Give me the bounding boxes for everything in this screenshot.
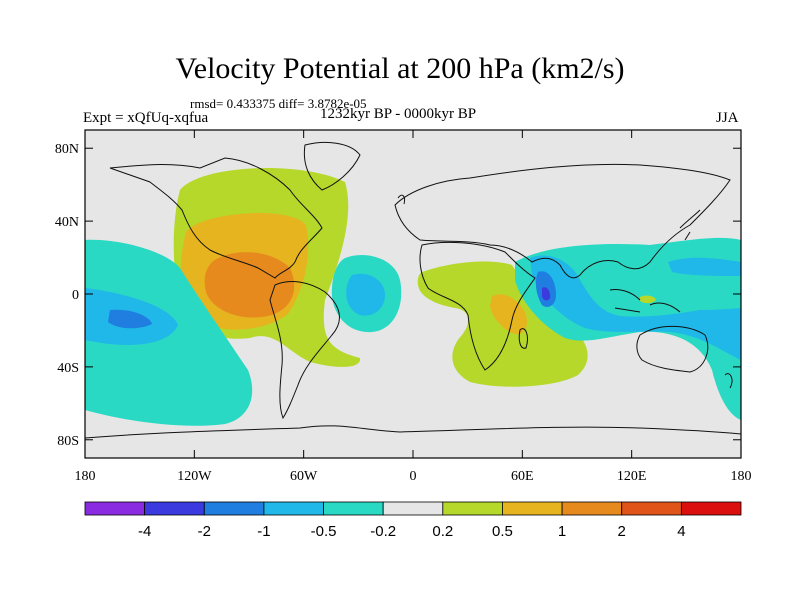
coast-north-america bbox=[109, 157, 323, 279]
coast-australia bbox=[636, 325, 709, 373]
experiment-label: Expt = xQfUq-xqfua bbox=[83, 110, 209, 126]
lat-tick-label: 0 bbox=[72, 288, 79, 303]
colorbar-swatch bbox=[442, 501, 503, 516]
contour-atlantic-neg-mid bbox=[346, 273, 385, 316]
longitude-axis: 180 120W 60W 0 60E 120E 180 bbox=[75, 130, 752, 484]
colorbar-swatch bbox=[502, 501, 563, 516]
lat-tick-label: 40N bbox=[55, 215, 79, 230]
colorbar-swatch bbox=[680, 501, 742, 516]
colorbar-label: 0.5 bbox=[492, 523, 513, 540]
time-range-label: 1232kyr BP - 0000kyr BP bbox=[320, 106, 477, 122]
lon-tick-label: 60E bbox=[511, 469, 534, 484]
coast-greenland bbox=[303, 142, 361, 191]
colorbar-label: 4 bbox=[677, 523, 685, 540]
lon-tick-label: 0 bbox=[410, 469, 417, 484]
latitude-axis: 80N 40N 0 40S 80S bbox=[55, 142, 741, 449]
colorbar-swatch bbox=[144, 501, 205, 516]
contour-indian-neg-stronger bbox=[542, 287, 551, 301]
colorbar-label: 1 bbox=[558, 523, 566, 540]
coast-new-zealand bbox=[724, 373, 733, 389]
rmsd-diff-stats: rmsd= 0.433375 diff= 3.8782e-05 bbox=[190, 96, 367, 111]
coast-eurasia bbox=[394, 163, 731, 279]
colorbar: -4 -2 -1 -0.5 -0.2 0.2 0.5 1 2 4 bbox=[84, 501, 742, 540]
coast-uk bbox=[397, 194, 405, 205]
contour-pacific-neg-strong bbox=[108, 309, 152, 329]
colorbar-swatch bbox=[561, 501, 623, 516]
colorbar-swatch bbox=[323, 501, 384, 516]
colorbar-label: 2 bbox=[618, 523, 626, 540]
colorbar-label: -4 bbox=[138, 523, 151, 540]
map-panel bbox=[85, 130, 741, 458]
colorbar-label: -0.2 bbox=[370, 523, 396, 540]
coast-maritime bbox=[609, 289, 681, 313]
lon-tick-label: 120W bbox=[177, 469, 212, 484]
contour-indian-neg-mid bbox=[530, 255, 741, 360]
lon-tick-label: 180 bbox=[731, 469, 752, 484]
colorbar-label: 0.2 bbox=[432, 523, 453, 540]
lon-tick-label: 60W bbox=[290, 469, 318, 484]
lat-tick-label: 40S bbox=[57, 361, 79, 376]
page-title: Velocity Potential at 200 hPa (km2/s) bbox=[175, 52, 625, 85]
colorbar-swatch bbox=[263, 501, 324, 516]
colorbar-label: -1 bbox=[257, 523, 270, 540]
coastlines bbox=[85, 142, 741, 439]
lon-tick-label: 120E bbox=[617, 469, 647, 484]
colorbar-swatch bbox=[84, 501, 146, 516]
lon-tick-label: 180 bbox=[75, 469, 96, 484]
colorbar-swatch bbox=[621, 501, 682, 516]
coast-japan bbox=[679, 209, 701, 241]
lat-tick-label: 80N bbox=[55, 142, 79, 157]
colorbar-swatch bbox=[203, 501, 265, 516]
coast-africa bbox=[419, 241, 536, 371]
contour-wpac-neg-mid bbox=[668, 257, 741, 276]
coast-madagascar bbox=[518, 328, 528, 349]
coast-south-america bbox=[269, 281, 340, 420]
colorbar-swatch bbox=[382, 501, 444, 516]
colorbar-label: -2 bbox=[198, 523, 211, 540]
lat-tick-label: 80S bbox=[57, 434, 79, 449]
contour-maritime-pos bbox=[640, 295, 656, 304]
season-label: JJA bbox=[716, 110, 739, 126]
colorbar-label: -0.5 bbox=[311, 523, 337, 540]
contour-americas-strong bbox=[204, 252, 295, 318]
coast-antarctica bbox=[85, 425, 741, 439]
